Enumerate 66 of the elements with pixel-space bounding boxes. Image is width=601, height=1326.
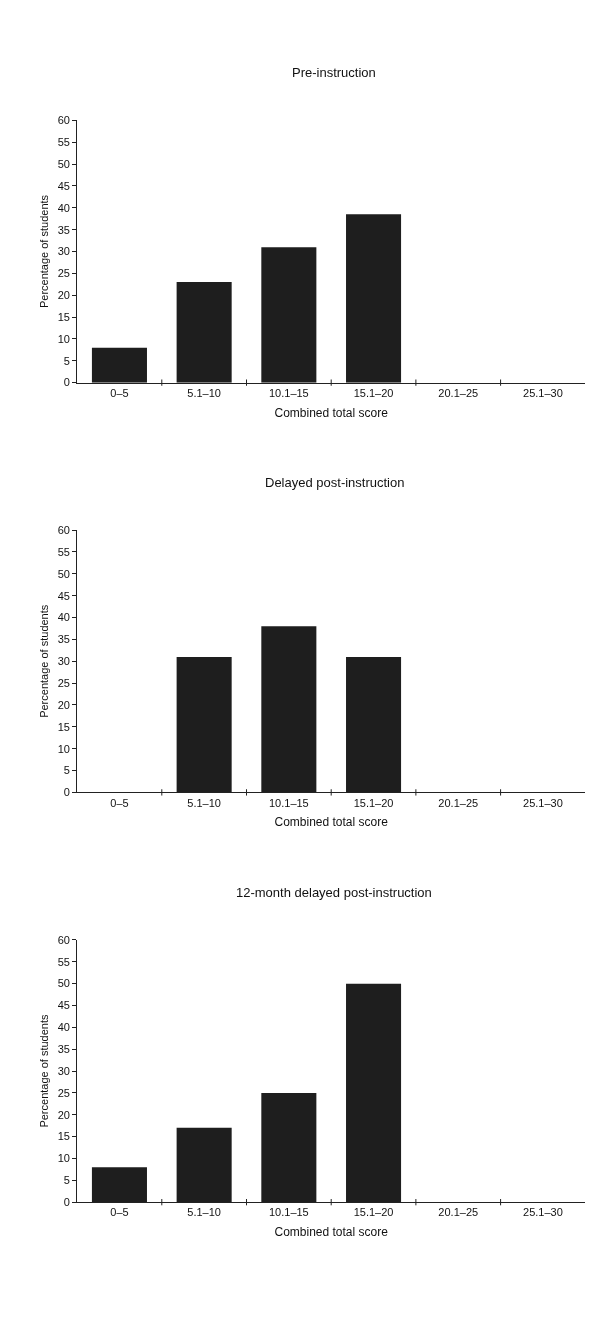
y-tick-label: 55 [57,136,70,149]
y-tick-label: 10 [57,332,70,345]
x-tick-label: 25.1–30 [523,796,563,809]
y-tick-label: 60 [57,933,70,946]
y-tick-label: 55 [57,955,70,968]
y-tick-label: 15 [57,720,70,733]
y-tick-label: 10 [57,1152,70,1165]
x-tick-label: 0–5 [110,796,129,809]
chart-title: Delayed post-instruction [265,475,405,490]
y-tick-label: 20 [57,698,70,711]
y-tick-label: 20 [57,1108,70,1121]
y-tick-label: 35 [57,1043,70,1056]
y-tick-label: 50 [57,977,70,990]
y-tick-label: 40 [57,201,70,214]
y-tick-label: 60 [57,524,70,536]
y-tick-label: 40 [57,1021,70,1034]
y-tick-label: 0 [63,1196,70,1209]
y-tick-label: 5 [63,354,70,367]
y-tick-label: 30 [57,655,70,668]
x-axis-title: Combined total score [274,405,389,420]
chart-title: Pre-instruction [292,65,376,80]
x-tick-label: 5.1–10 [187,796,221,809]
y-tick-label: 25 [57,1086,70,1099]
y-tick-label: 15 [57,1130,70,1143]
y-tick-label: 15 [57,310,70,323]
x-tick-label: 15.1–20 [353,1206,394,1219]
x-tick-label: 10.1–15 [268,796,309,809]
y-tick-label: 35 [57,633,70,646]
y-tick-label: 5 [63,764,70,777]
y-tick-label: 30 [57,1064,70,1077]
y-tick-label: 20 [57,289,70,302]
y-tick-label: 30 [57,245,70,258]
x-tick-label: 15.1–20 [353,796,394,809]
y-axis-title: Percentage of students [38,1013,51,1128]
y-tick-label: 0 [63,376,70,389]
y-tick-label: 40 [57,611,70,624]
y-tick-label: 25 [57,676,70,689]
y-tick-label: 45 [57,999,70,1012]
y-tick-label: 50 [57,567,70,580]
y-tick-label: 45 [57,589,70,602]
y-tick-label: 55 [57,545,70,558]
x-tick-label: 25.1–30 [523,1206,563,1219]
y-tick-label: 5 [63,1174,70,1187]
x-tick-label: 0–5 [110,1206,129,1219]
x-tick-label: 15.1–20 [353,386,394,399]
x-tick-label: 10.1–15 [268,1206,309,1219]
y-tick-label: 45 [57,179,70,192]
x-axis-title: Combined total score [274,1225,389,1240]
x-tick-label: 20.1–25 [438,796,479,809]
x-tick-label: 20.1–25 [438,1206,479,1219]
x-tick-label: 10.1–15 [268,386,309,399]
x-tick-label: 0–5 [110,386,129,399]
x-axis-title: Combined total score [274,815,389,830]
y-tick-label: 50 [57,157,70,170]
y-axis-title: Percentage of students [38,604,51,718]
y-axis-title: Percentage of students [38,194,51,309]
y-tick-label: 25 [57,267,70,280]
x-tick-label: 5.1–10 [187,1206,221,1219]
y-tick-label: 35 [57,223,70,236]
chart-title: 12-month delayed post-instruction [236,885,432,900]
y-tick-label: 0 [63,786,70,799]
x-tick-label: 20.1–25 [438,386,479,399]
y-tick-label: 10 [57,742,70,755]
x-tick-label: 25.1–30 [523,386,563,399]
x-tick-label: 5.1–10 [187,386,221,399]
y-tick-label: 60 [57,114,70,127]
